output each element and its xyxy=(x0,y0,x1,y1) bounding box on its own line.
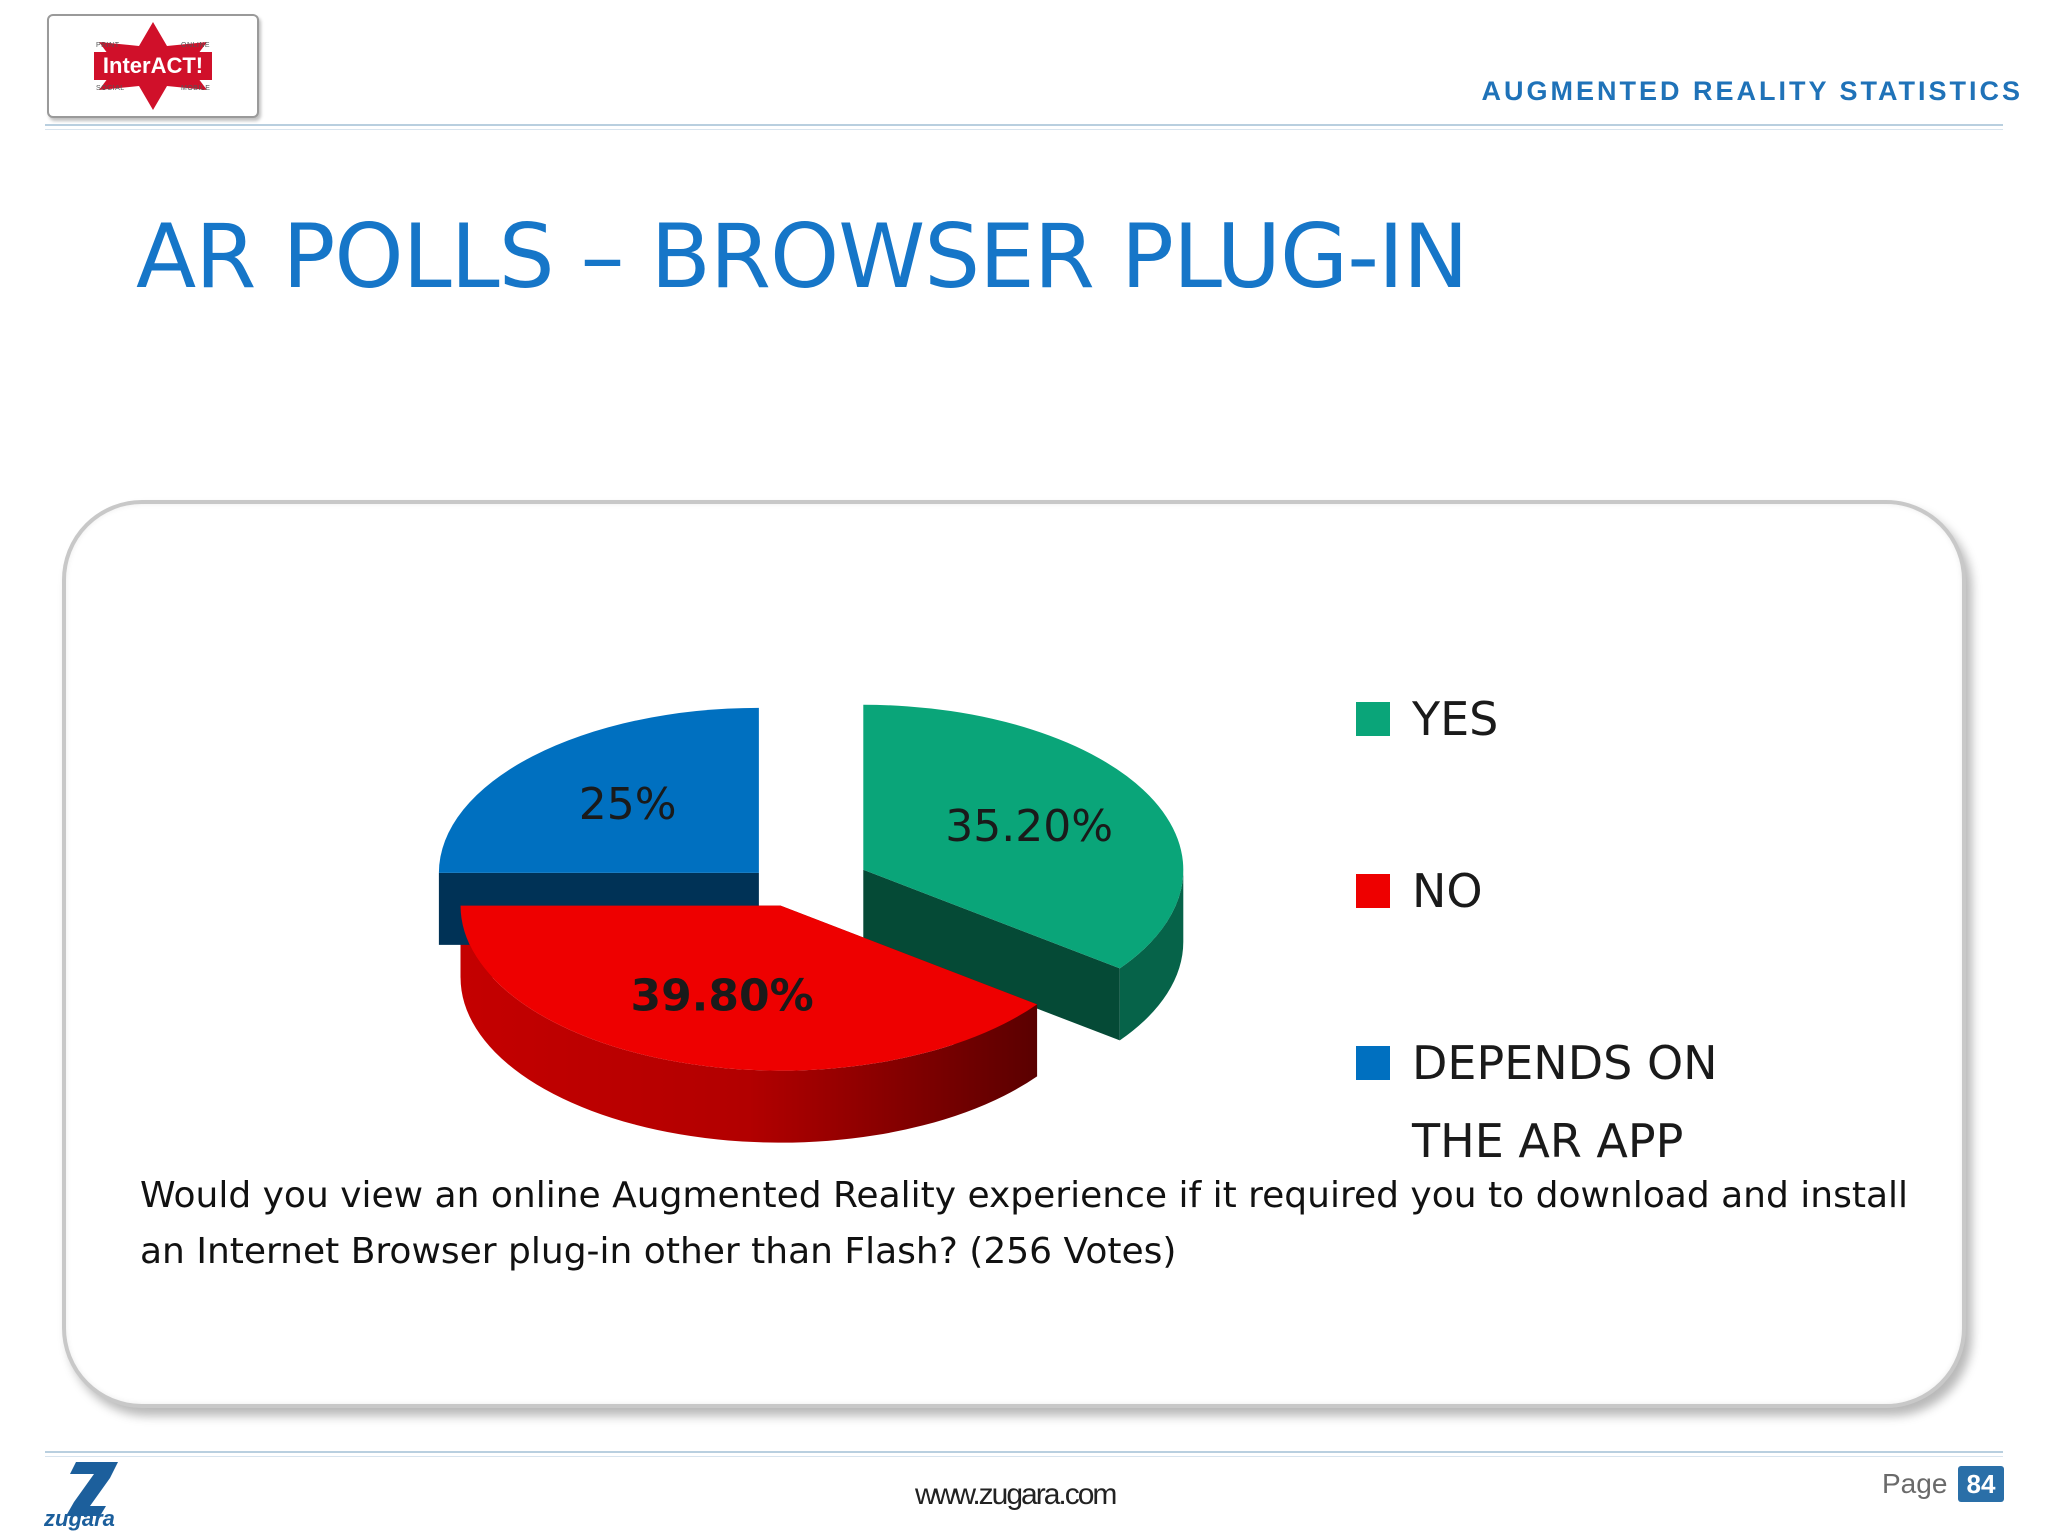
page-title: AR POLLS – BROWSER PLUG-IN xyxy=(136,205,1469,308)
page-label: Page xyxy=(1882,1468,1948,1499)
page-number-badge: 84 xyxy=(1958,1466,2004,1502)
star-logo-icon xyxy=(94,22,212,110)
pie-side-yes-0 xyxy=(1119,869,1184,1041)
zugara-wordmark: zugara xyxy=(44,1506,115,1531)
pie-wall-yes-1 xyxy=(863,869,1120,1041)
legend-label-depends-1: THE AR APP xyxy=(1412,1114,1684,1168)
pie-slice-yes xyxy=(863,704,1184,969)
logo-tag-print: PRINT xyxy=(96,42,120,49)
footer-url[interactable]: www.zugara.com xyxy=(915,1478,1117,1511)
legend-swatch-yes xyxy=(1356,702,1390,736)
logo-tag-social: SOCIAL xyxy=(96,85,125,92)
pie-slice-no xyxy=(460,905,1038,1071)
header-tagline: AUGMENTED REALITY STATISTICS xyxy=(1481,76,2023,106)
data-label-depends: 25% xyxy=(579,779,677,830)
pie-side-no-0 xyxy=(460,905,1038,1143)
logo-tag-online: ONLINE xyxy=(181,42,211,49)
data-label-no: 39.80% xyxy=(630,970,813,1021)
footer-divider-thin xyxy=(45,1456,2003,1457)
data-label-yes: 35.20% xyxy=(945,801,1113,852)
legend-swatch-depends xyxy=(1356,1046,1390,1080)
header-divider-thin xyxy=(45,129,2003,130)
footer-divider xyxy=(45,1451,2003,1453)
legend-label-yes-0: YES xyxy=(1412,692,1499,746)
poll-question: Would you view an online Augmented Reali… xyxy=(140,1175,1909,1272)
pie-slice-depends xyxy=(438,707,759,873)
legend-label-depends-0: DEPENDS ON xyxy=(1412,1036,1718,1090)
legend-swatch-no xyxy=(1356,874,1390,908)
interact-logo: PRINT ONLINE SOCIAL MOBILE InterACT! xyxy=(47,14,259,118)
legend-label-no-0: NO xyxy=(1412,864,1483,918)
zugara-logo-icon xyxy=(66,1462,118,1516)
logo-tag-mobile: MOBILE xyxy=(181,85,211,92)
header-divider xyxy=(45,124,2003,126)
logo-wordmark: InterACT! xyxy=(102,53,204,78)
